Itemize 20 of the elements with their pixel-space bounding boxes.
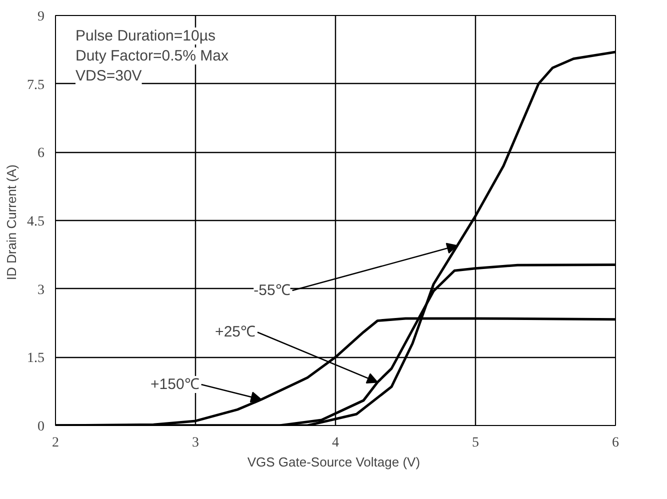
- annotation: +150℃: [150, 376, 200, 394]
- x-tick-label: 5: [472, 436, 479, 450]
- x-tick-label: 2: [52, 436, 59, 450]
- y-tick-label: 6: [38, 146, 44, 162]
- x-tick-label: 4: [332, 436, 339, 450]
- y-tick-label: 4.5: [27, 214, 44, 230]
- y-tick-label: 1.5: [27, 351, 44, 366]
- y-tick-label: 0: [38, 420, 44, 434]
- y-tick-label: 3: [38, 282, 44, 298]
- annotation: VDS=30V: [76, 68, 142, 84]
- annotation: Pulse Duration=10µs: [76, 28, 216, 44]
- y-tick-label: 9: [38, 10, 44, 24]
- y-axis-title: ID Drain Current (A): [4, 164, 19, 280]
- annotation: +25℃: [215, 324, 256, 341]
- x-tick-label: 6: [612, 436, 619, 450]
- annotation: Duty Factor=0.5% Max: [76, 48, 229, 64]
- x-axis-title: VGS Gate-Source Voltage (V): [247, 454, 420, 470]
- annotation: -55℃: [254, 282, 290, 300]
- x-tick-label: 3: [192, 436, 199, 450]
- y-tick-label: 7.5: [27, 78, 44, 93]
